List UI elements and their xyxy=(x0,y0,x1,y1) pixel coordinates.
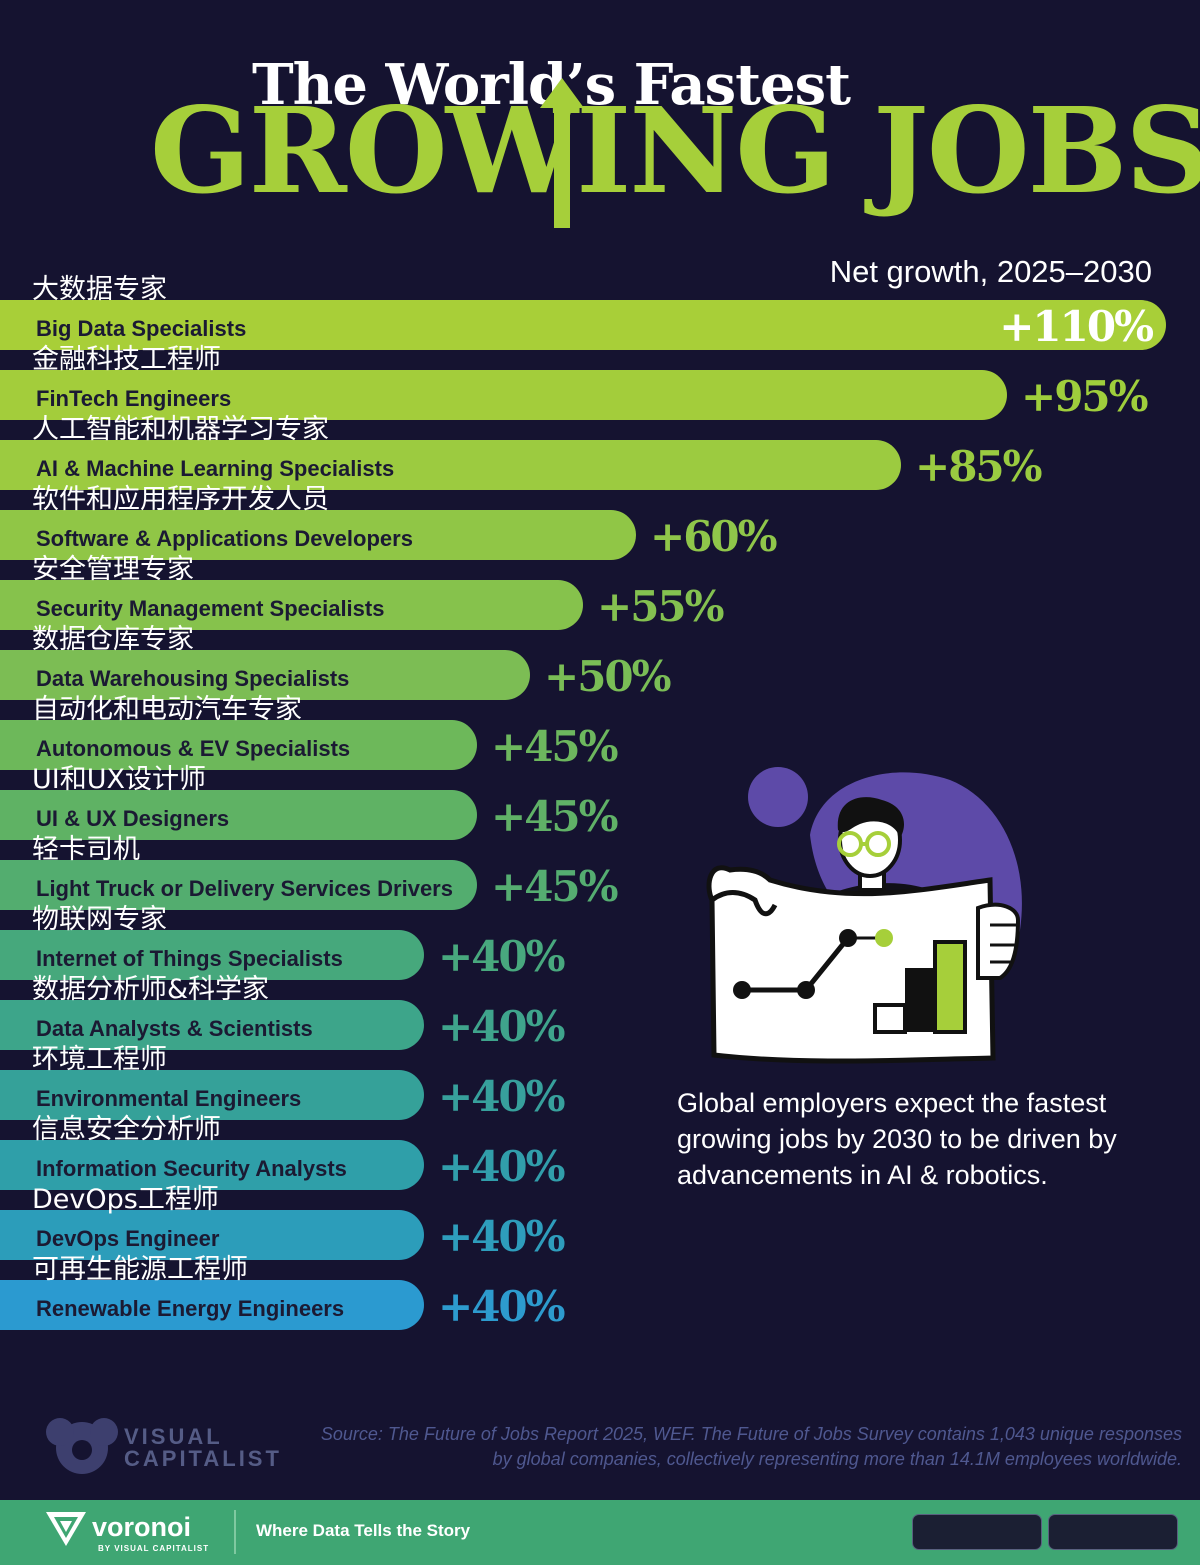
bar-label-en-9: Light Truck or Delivery Services Drivers xyxy=(36,876,453,901)
bar-5 xyxy=(0,580,583,630)
bar-label-en-13: Information Security Analysts xyxy=(36,1156,347,1181)
bar-label-en-6: Data Warehousing Specialists xyxy=(36,666,349,691)
value-label-10: +40% xyxy=(438,932,565,981)
title-line-2: GROWING JOBS xyxy=(150,81,1200,220)
bar-label-en-10: Internet of Things Specialists xyxy=(36,946,343,971)
value-label-5: +55% xyxy=(597,582,724,631)
bar-label-zh-11: 数据分析师&科学家 xyxy=(32,974,269,1005)
bar-13 xyxy=(0,1140,424,1190)
bar-10 xyxy=(0,930,424,980)
chart-subtitle: Net growth, 2025–2030 xyxy=(829,254,1152,289)
bar-15 xyxy=(0,1280,424,1330)
bar-label-zh-14: DevOps工程师 xyxy=(32,1184,219,1215)
value-label-13: +40% xyxy=(438,1142,565,1191)
value-label-3: +85% xyxy=(915,442,1042,491)
bar-label-zh-4: 软件和应用程序开发人员 xyxy=(32,484,329,515)
bar-label-zh-5: 安全管理专家 xyxy=(32,554,194,585)
vc-word-line-2: CAPITALIST xyxy=(124,1446,282,1471)
bar-label-zh-2: 金融科技工程师 xyxy=(32,344,221,375)
bar-label-zh-9: 轻卡司机 xyxy=(32,834,140,865)
bar-label-en-4: Software & Applications Developers xyxy=(36,526,413,551)
value-label-4: +60% xyxy=(650,512,777,561)
source-note: Source: The Future of Jobs Report 2025, … xyxy=(320,1424,1182,1469)
bar-label-en-12: Environmental Engineers xyxy=(36,1086,301,1111)
bar-3 xyxy=(0,440,901,490)
bar-label-zh-8: UI和UX设计师 xyxy=(32,764,206,795)
bar-label-en-7: Autonomous & EV Specialists xyxy=(36,736,350,761)
bar-2 xyxy=(0,370,1007,420)
bar-label-en-2: FinTech Engineers xyxy=(36,386,231,411)
value-label-14: +40% xyxy=(438,1212,565,1261)
value-label-11: +40% xyxy=(438,1002,565,1051)
google-play-button[interactable] xyxy=(1048,1514,1178,1550)
visual-capitalist-logo: VISUAL CAPITALIST xyxy=(44,1416,314,1476)
vc-word-line-1: VISUAL xyxy=(124,1424,223,1449)
bar-label-zh-6: 数据仓库专家 xyxy=(32,624,194,655)
value-label-1: +110% xyxy=(999,302,1153,351)
bar-label-zh-13: 信息安全分析师 xyxy=(32,1114,221,1145)
bar-label-en-14: DevOps Engineer xyxy=(36,1226,220,1251)
voronoi-wordmark: voronoi xyxy=(92,1512,191,1542)
bar-label-en-1: Big Data Specialists xyxy=(36,316,246,341)
bar-4 xyxy=(0,510,636,560)
bar-14 xyxy=(0,1210,424,1260)
hand xyxy=(976,902,1021,980)
bar-label-zh-1: 大数据专家 xyxy=(32,274,167,305)
value-label-8: +45% xyxy=(491,792,618,841)
bar-label-zh-7: 自动化和电动汽车专家 xyxy=(32,694,302,725)
bar-label-zh-3: 人工智能和机器学习专家 xyxy=(32,414,329,445)
bar-1 xyxy=(0,300,1166,350)
footer-divider xyxy=(234,1510,236,1554)
app-store-button[interactable] xyxy=(912,1514,1042,1550)
bar-label-zh-10: 物联网专家 xyxy=(32,904,167,935)
bar-label-zh-15: 可再生能源工程师 xyxy=(32,1254,248,1285)
callout-text: Global employers expect the fastest grow… xyxy=(677,1088,1117,1190)
bar-label-en-3: AI & Machine Learning Specialists xyxy=(36,456,394,481)
bar-7 xyxy=(0,720,477,770)
mini-bar-1 xyxy=(873,1003,907,1034)
value-label-9: +45% xyxy=(491,862,618,911)
bar-label-en-11: Data Analysts & Scientists xyxy=(36,1016,313,1041)
value-label-2: +95% xyxy=(1021,372,1148,421)
voronoi-logo-icon xyxy=(46,1512,86,1546)
bar-label-en-15: Renewable Energy Engineers xyxy=(36,1296,344,1321)
bar-11 xyxy=(0,1000,424,1050)
analyst-illustration xyxy=(706,767,1022,1064)
footer-bar: voronoi BY VISUAL CAPITALIST Where Data … xyxy=(0,1500,1200,1565)
value-label-15: +40% xyxy=(438,1282,565,1331)
mini-bar-2 xyxy=(905,968,935,1032)
vc-mark-icon xyxy=(46,1418,118,1474)
bar-label-zh-12: 环境工程师 xyxy=(32,1044,167,1075)
footer-tagline: Where Data Tells the Story xyxy=(256,1521,471,1540)
bar-6 xyxy=(0,650,530,700)
bar-label-en-5: Security Management Specialists xyxy=(36,596,384,621)
bar-12 xyxy=(0,1070,424,1120)
bar-9 xyxy=(0,860,477,910)
small-purple-circle xyxy=(748,767,808,827)
growth-arrow-icon xyxy=(540,78,584,228)
bar-label-en-8: UI & UX Designers xyxy=(36,806,229,831)
hair xyxy=(837,797,905,838)
value-label-7: +45% xyxy=(491,722,618,771)
mini-bar-3 xyxy=(933,940,967,1034)
value-label-12: +40% xyxy=(438,1072,565,1121)
value-label-6: +50% xyxy=(544,652,671,701)
bar-8 xyxy=(0,790,477,840)
voronoi-byline: BY VISUAL CAPITALIST xyxy=(98,1544,210,1553)
